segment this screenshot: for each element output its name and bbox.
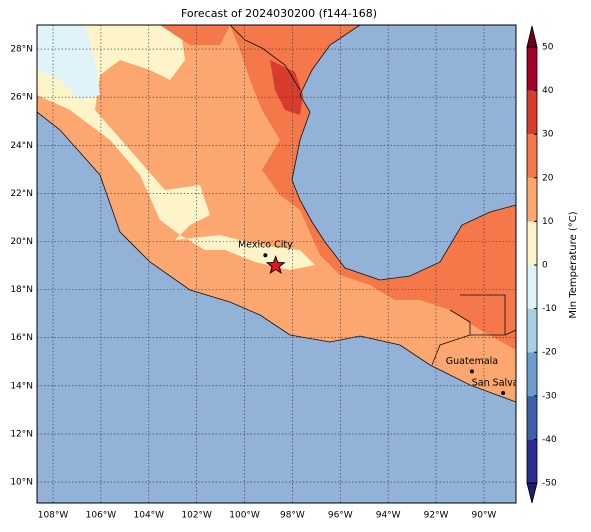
colorbar-band <box>527 90 537 135</box>
lon-tick-label: 100°W <box>229 511 260 521</box>
city-label: Guatemala <box>446 356 498 367</box>
lat-tick-label: 20°N <box>10 237 33 247</box>
lon-tick-label: 106°W <box>86 511 117 521</box>
lat-tick-label: 22°N <box>10 189 33 199</box>
forecast-star <box>265 255 286 274</box>
colorbar-tick-label: 30 <box>542 130 554 140</box>
lat-tick-label: 24°N <box>10 141 33 151</box>
border <box>229 25 516 366</box>
city-label: San Salvador <box>472 378 535 389</box>
warm-region <box>230 25 516 350</box>
lon-tick-label: 108°W <box>38 511 69 521</box>
colorbar-band <box>527 265 537 309</box>
colorbar-band <box>527 221 537 265</box>
lon-tick-label: 92°W <box>424 511 449 521</box>
colorbar-band <box>527 134 537 178</box>
colorbar-tick-label: 50 <box>542 43 554 53</box>
colorbar-over <box>526 25 538 48</box>
colorbar-tick-label: 0 <box>542 261 548 271</box>
lon-tick-label: 96°W <box>328 511 353 521</box>
lat-tick-label: 18°N <box>10 285 33 295</box>
colorbar-under <box>526 482 538 504</box>
colorbar-tick-label: -40 <box>542 435 557 445</box>
map-frame <box>36 24 517 504</box>
lat-tick-label: 14°N <box>10 381 33 391</box>
lat-tick-label: 10°N <box>10 478 33 488</box>
colorbar-band <box>527 308 537 353</box>
map: Mexico City Guatemala San Salvador <box>37 25 535 503</box>
hot-region <box>270 60 303 115</box>
colorbar-tick-label: -50 <box>542 479 557 489</box>
colorbar-tick-label: -10 <box>542 304 557 314</box>
colorbar: -50 -40 -30 -20 -10 0 10 20 30 40 50 <box>526 25 557 504</box>
warm-region <box>160 25 230 45</box>
lat-tick-label: 28°N <box>10 45 33 55</box>
colorbar-band <box>527 177 537 222</box>
lon-tick-label: 98°W <box>280 511 305 521</box>
lat-tick-label: 12°N <box>10 429 33 439</box>
colorbar-tick-label: 10 <box>542 217 554 227</box>
colorbar-tick-label: 20 <box>542 173 554 183</box>
lon-tick-label: 104°W <box>134 511 165 521</box>
colorbar-tick-label: -30 <box>542 391 557 401</box>
lon-tick-label: 94°W <box>376 511 401 521</box>
cities: Mexico City Guatemala San Salvador <box>238 240 535 396</box>
colorbar-band <box>527 47 537 91</box>
colorbar-band <box>527 352 537 396</box>
coastline <box>37 25 516 403</box>
city-dot <box>263 253 268 258</box>
lat-tick-label: 26°N <box>10 93 33 103</box>
lon-tick-label: 102°W <box>181 511 212 521</box>
graticule <box>37 25 516 503</box>
land <box>37 25 516 402</box>
city-dot <box>469 369 474 374</box>
colorbar-band <box>527 395 537 440</box>
colorbar-label: Min Temperature (°C) <box>568 211 579 318</box>
axis-labels: 108°W 106°W 104°W 102°W 100°W 98°W 96°W 94°W 92°… <box>10 45 496 521</box>
city-dot <box>501 391 506 396</box>
city-label: Mexico City <box>238 240 293 251</box>
colorbar-band <box>527 439 537 483</box>
lat-tick-label: 16°N <box>10 333 33 343</box>
lon-tick-label: 90°W <box>471 511 496 521</box>
title: Forecast of 2024030200 (f144-168) <box>181 7 377 20</box>
colorbar-tick-label: 40 <box>542 86 554 96</box>
colorbar-tick-label: -20 <box>542 348 557 358</box>
